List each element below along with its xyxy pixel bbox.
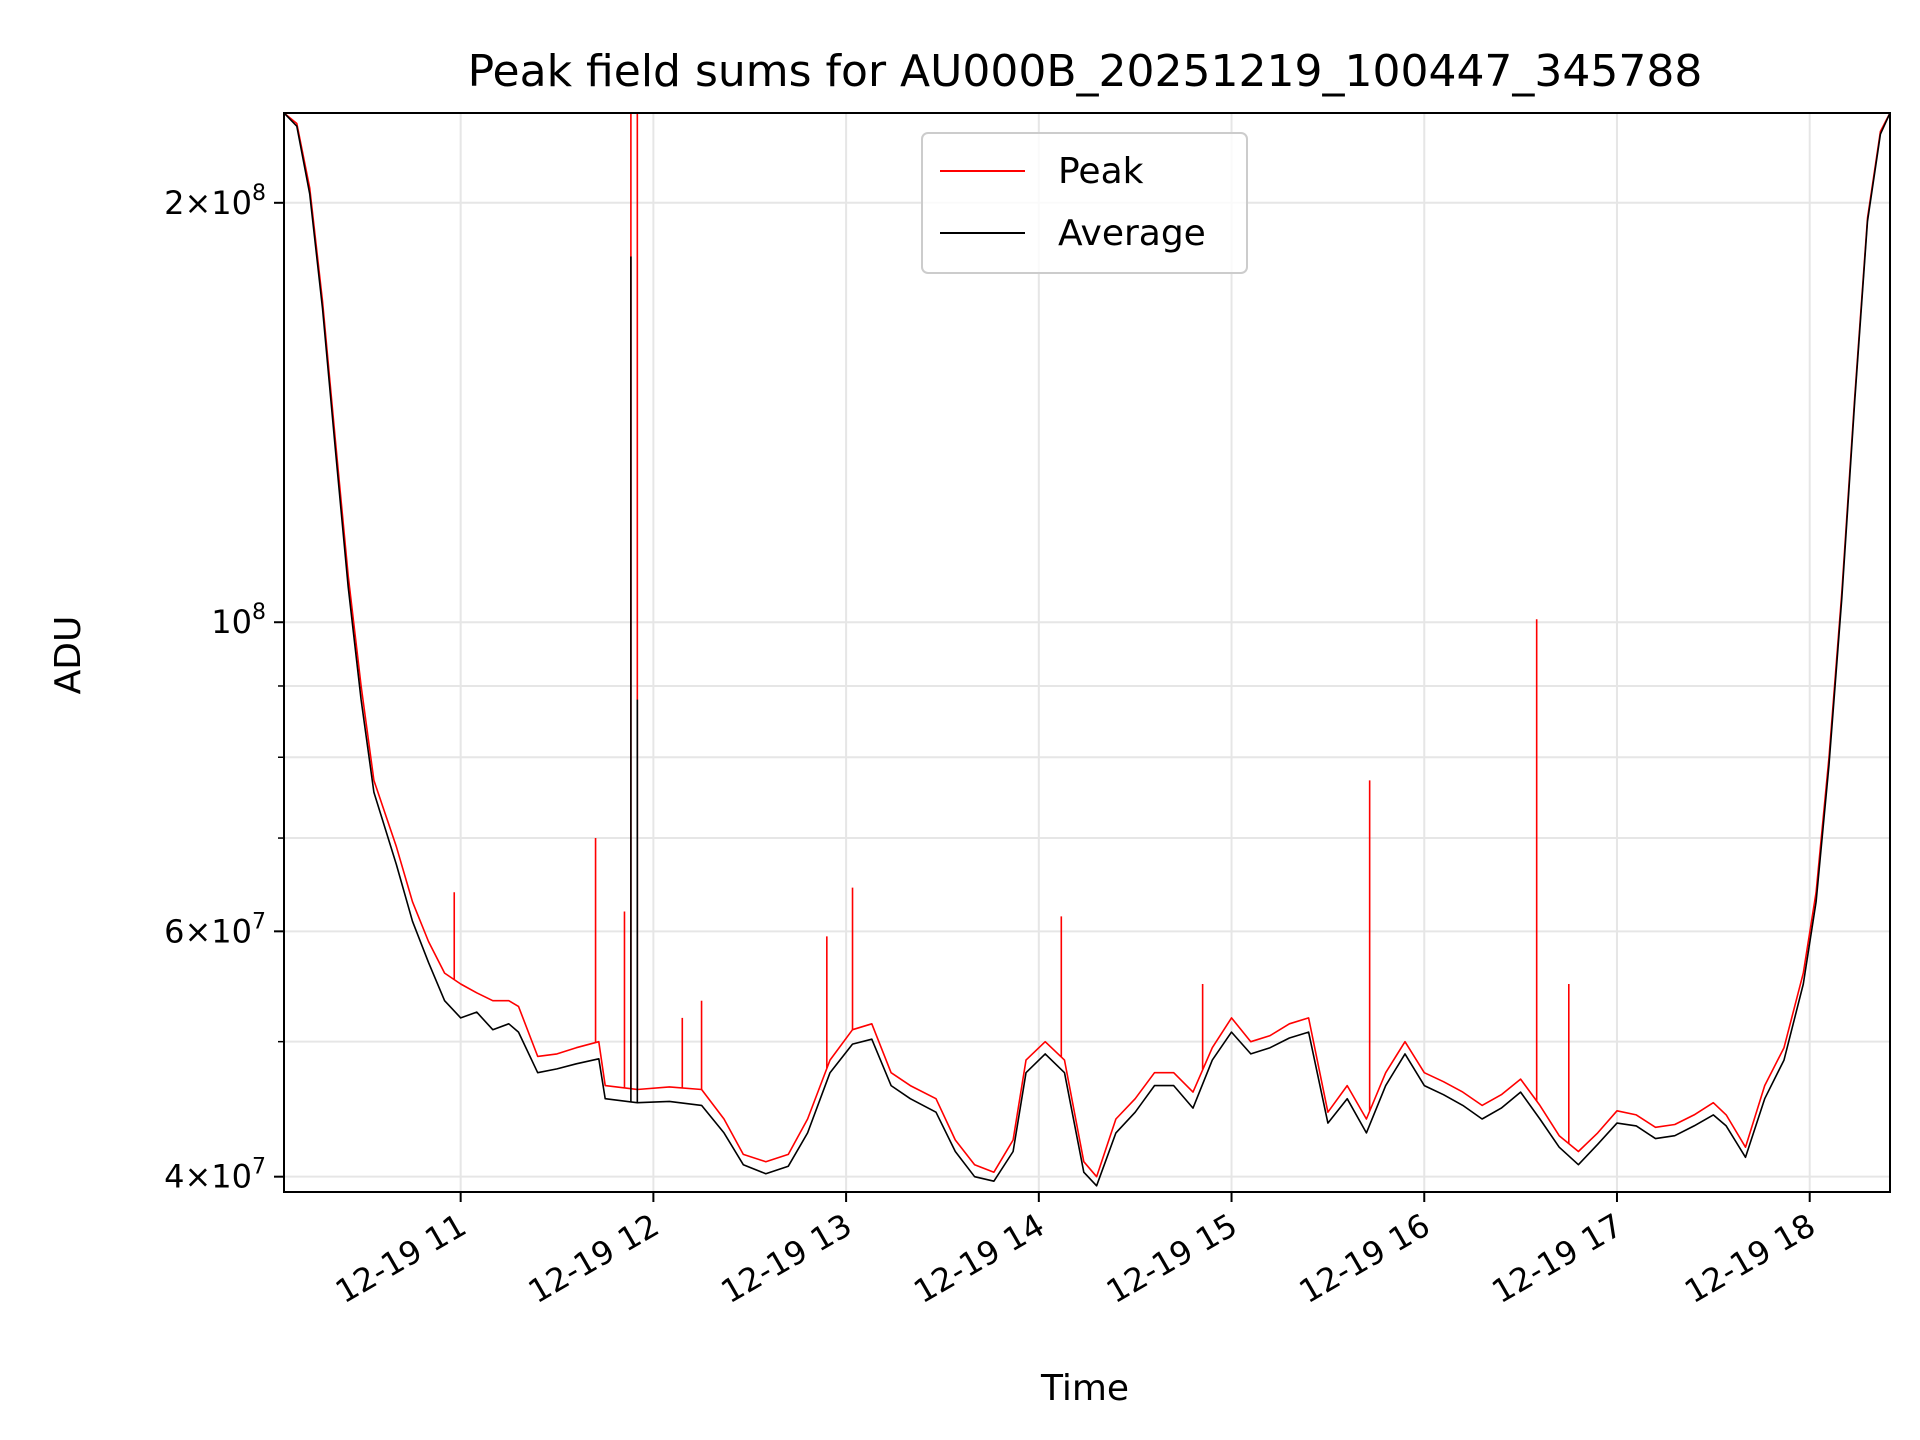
chart-title: Peak field sums for AU000B_20251219_1004… [468,46,1703,97]
legend-label-average: Average [1058,213,1206,254]
grid [284,113,1890,1192]
y-tick-label: 108 [211,600,266,641]
y-axis: 4×107 6×107 108 2×108 [164,181,284,1196]
series-average [284,113,1890,1187]
legend: Peak Average [921,132,1248,274]
series-layer [284,113,1890,1187]
y-tick-label: 2×108 [164,181,266,222]
series-line-peak [284,113,1890,1178]
series-line-average [284,113,1890,1187]
y-tick-label: 4×107 [164,1155,266,1196]
y-tick-label: 6×107 [164,909,266,950]
y-axis-label: ADU [48,616,89,695]
legend-label-peak: Peak [1058,151,1144,192]
legend-box [921,132,1248,274]
plot-frame [283,112,1891,1193]
x-axis-label: Time [1040,1368,1129,1409]
